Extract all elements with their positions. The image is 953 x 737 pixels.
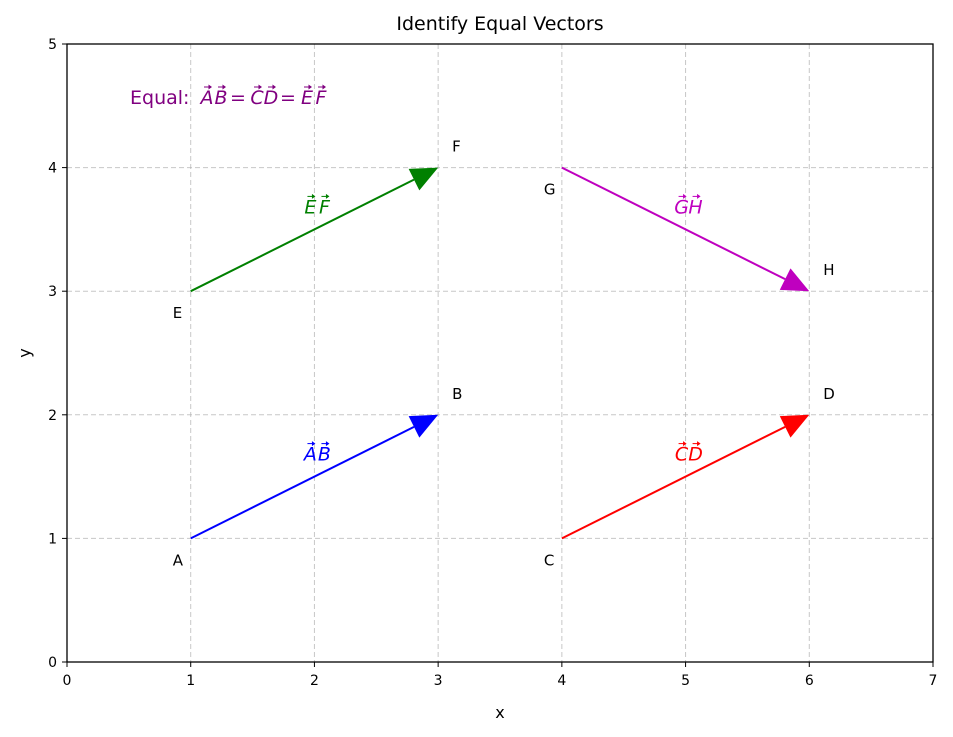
vector-arrowhead	[408, 167, 439, 191]
svg-text:F: F	[319, 196, 331, 218]
grid	[67, 44, 933, 662]
svg-text:H: H	[688, 196, 702, 218]
svg-text:A: A	[302, 444, 317, 466]
svg-text:F: F	[316, 87, 328, 109]
svg-text:E: E	[304, 196, 316, 218]
point-label-d: D	[823, 385, 835, 403]
vectors: A B C DE F G H	[190, 166, 810, 540]
y-tick-label: 5	[48, 37, 57, 53]
plot-frame	[66, 43, 934, 663]
point-label-f: F	[452, 138, 461, 156]
x-tick-label: 2	[310, 673, 319, 689]
x-tick-label: 1	[186, 673, 195, 689]
vector-shaft	[190, 178, 415, 293]
point-label-c: C	[544, 551, 554, 569]
vector-arrowhead	[408, 414, 439, 438]
x-tick-label: 7	[929, 673, 938, 689]
svg-text:B: B	[214, 87, 227, 109]
point-label-e: E	[173, 304, 182, 322]
svg-text:G: G	[674, 196, 689, 218]
chart-title: Identify Equal Vectors	[396, 13, 603, 35]
vector-arrowhead	[779, 414, 810, 438]
svg-text:A: A	[199, 87, 214, 109]
vector-shaft	[561, 425, 786, 540]
note-equals: =	[230, 87, 246, 109]
axis-ticks: 0 1 2 3 4 5 6 7 0 1 2 3 4 5	[48, 37, 937, 689]
vector-arrowhead	[779, 268, 810, 292]
note-equals: =	[280, 87, 296, 109]
y-tick-label: 4	[48, 161, 57, 177]
svg-text:E: E	[301, 87, 313, 109]
svg-text:B: B	[318, 444, 331, 466]
vector-shaft	[190, 425, 415, 540]
svg-text:C: C	[675, 444, 689, 466]
x-tick-label: 5	[681, 673, 690, 689]
x-axis-label: x	[495, 703, 504, 722]
equal-vectors-note: Equal: A B = C D = E F	[130, 84, 328, 109]
note-prefix: Equal:	[130, 87, 189, 109]
svg-text:D: D	[688, 444, 703, 466]
point-label-h: H	[823, 261, 834, 279]
x-tick-label: 6	[805, 673, 814, 689]
x-tick-label: 0	[63, 673, 72, 689]
point-label-a: A	[173, 551, 184, 569]
y-tick-label: 1	[48, 531, 57, 547]
y-tick-label: 3	[48, 284, 57, 300]
svg-text:C: C	[250, 87, 264, 109]
y-tick-label: 2	[48, 408, 57, 424]
point-label-g: G	[544, 181, 556, 199]
x-tick-label: 4	[557, 673, 566, 689]
y-axis-label: y	[15, 348, 34, 357]
x-tick-label: 3	[434, 673, 443, 689]
svg-text:D: D	[264, 87, 279, 109]
point-label-b: B	[452, 385, 462, 403]
vector-shaft	[561, 166, 786, 281]
y-tick-label: 0	[48, 655, 57, 671]
